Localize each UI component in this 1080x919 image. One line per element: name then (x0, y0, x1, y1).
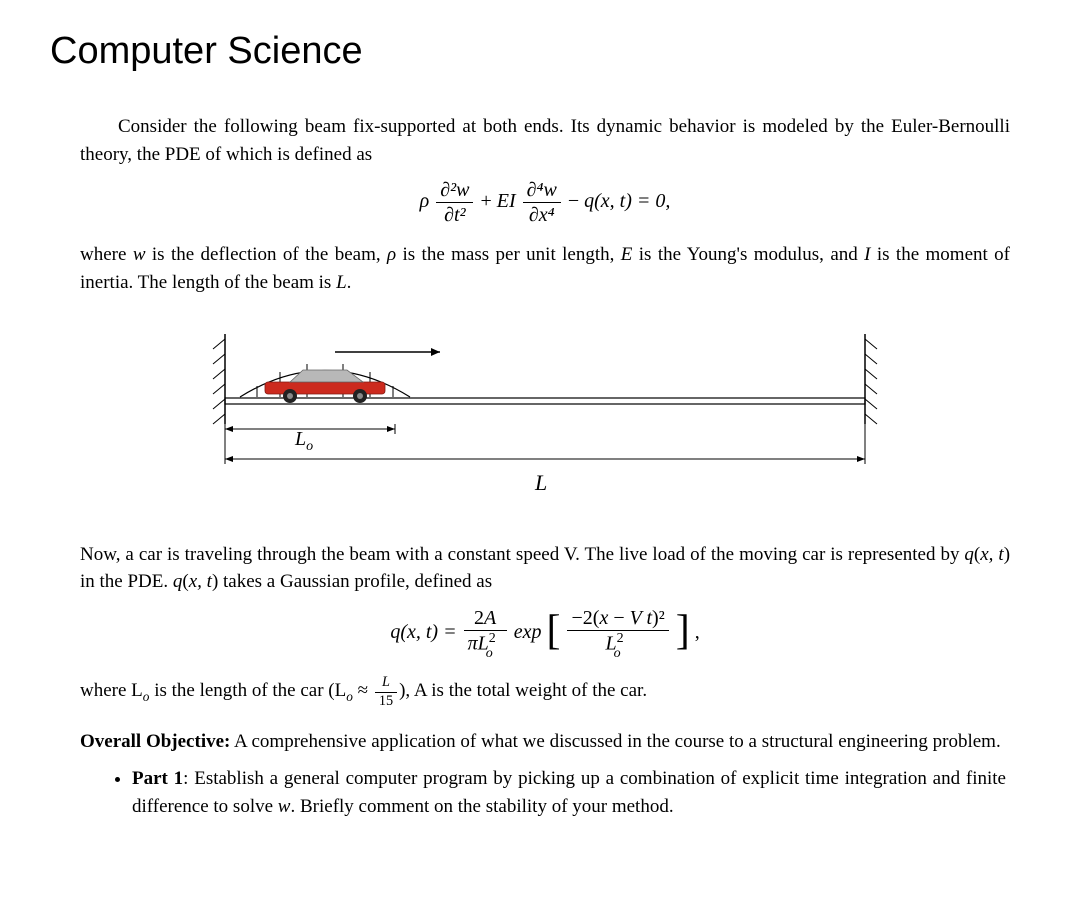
eq1-ei: EI (497, 190, 516, 212)
eq1-f2-den: ∂x⁴ (523, 203, 561, 227)
eq2-inner-den: L2o (567, 631, 668, 660)
rho-symbol: ρ (420, 190, 430, 212)
eq1-q: q(x, t) = 0, (584, 190, 670, 212)
objective-paragraph: Overall Objective: A comprehensive appli… (80, 728, 1010, 756)
gaussian-equation: q(x, t) = 2A πL2o exp [ −2(x − V t)² L2o… (80, 606, 1010, 660)
beam-figure: Lo L (195, 324, 895, 547)
lo-label: Lo (295, 428, 313, 450)
eq1-f2-num: ∂⁴w (523, 178, 561, 203)
part1-label: Part 1 (132, 768, 183, 789)
eq2-outer-num: 2A (464, 606, 507, 631)
l-label: L (535, 470, 547, 495)
objective-label: Overall Objective: (80, 731, 230, 752)
intro-paragraph: Consider the following beam fix-supporte… (80, 113, 1010, 168)
part1-text: : Establish a general computer program b… (132, 768, 1006, 817)
objective-text: A comprehensive application of what we d… (230, 731, 1000, 752)
lo-definition: where Lo is the length of the car (Lo ≈ … (80, 674, 1010, 709)
eq1-f1-den: ∂t² (436, 203, 473, 227)
problem-body: Consider the following beam fix-supporte… (50, 113, 1030, 820)
eq2-exp: exp (514, 621, 542, 643)
pde-equation: ρ ∂²w ∂t² + EI ∂⁴w ∂x⁴ − q(x, t) = 0, (80, 178, 1010, 227)
eq2-tail: , (695, 621, 700, 643)
parts-list: Part 1: Establish a general computer pro… (80, 765, 1010, 820)
eq1-minus: − (568, 190, 584, 212)
eq2-lhs: q(x, t) = (390, 621, 461, 643)
variable-definitions: where w is the deflection of the beam, ρ… (80, 241, 1010, 296)
car-load-paragraph: Now, a car is traveling through the beam… (80, 541, 1010, 596)
part-1-item: Part 1: Establish a general computer pro… (132, 765, 1010, 820)
eq1-f1-num: ∂²w (436, 178, 473, 203)
eq2-outer-den: πL2o (464, 631, 507, 660)
eq1-plus: + (480, 190, 496, 212)
page-title: Computer Science (50, 30, 1030, 73)
eq2-inner-num: −2(x − V t)² (567, 606, 668, 631)
